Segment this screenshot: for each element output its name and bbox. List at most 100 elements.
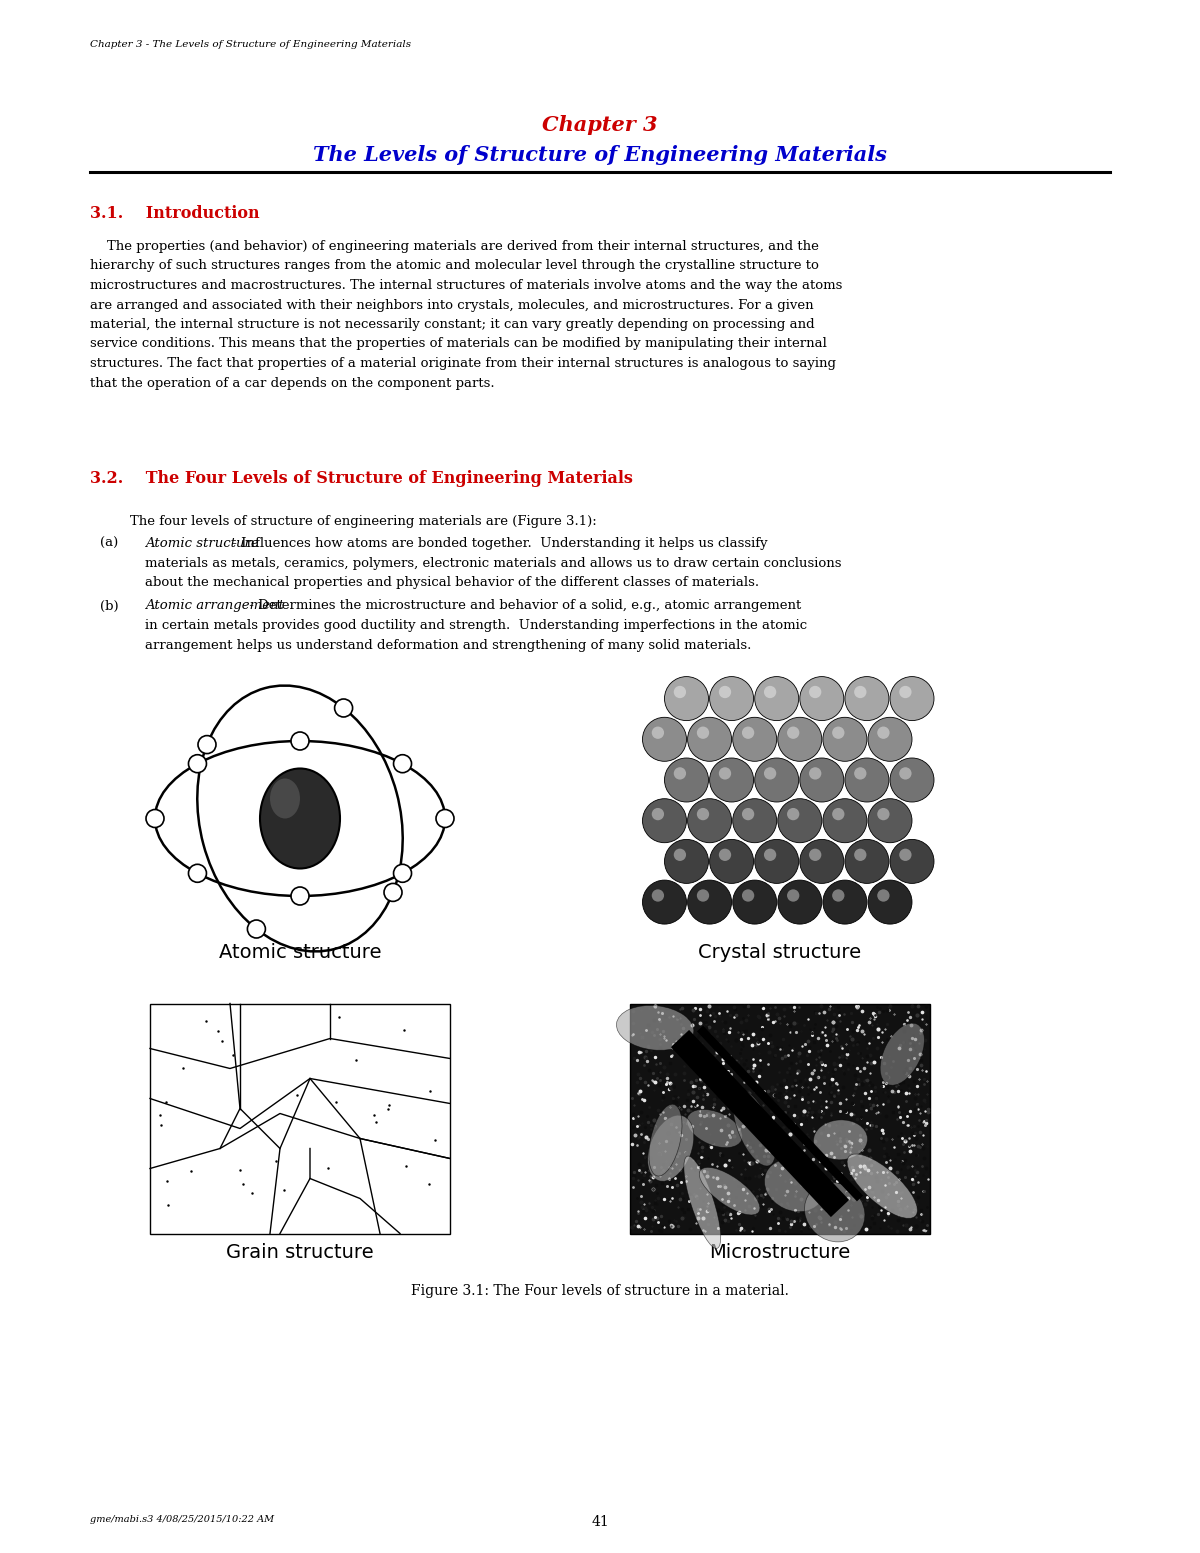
- Ellipse shape: [270, 778, 300, 818]
- Text: Chapter 3: Chapter 3: [542, 115, 658, 135]
- Text: - Influences how atoms are bonded together.  Understanding it helps us classify: - Influences how atoms are bonded togeth…: [228, 537, 768, 550]
- Text: about the mechanical properties and physical behavior of the different classes o: about the mechanical properties and phys…: [145, 576, 760, 589]
- Circle shape: [854, 767, 866, 780]
- Circle shape: [697, 890, 709, 902]
- Circle shape: [868, 881, 912, 924]
- Ellipse shape: [764, 1159, 824, 1211]
- Text: Chapter 3 - The Levels of Structure of Engineering Materials: Chapter 3 - The Levels of Structure of E…: [90, 40, 412, 50]
- Circle shape: [899, 686, 912, 699]
- Circle shape: [778, 798, 822, 843]
- Circle shape: [845, 758, 889, 801]
- Circle shape: [899, 767, 912, 780]
- Circle shape: [247, 919, 265, 938]
- Circle shape: [799, 677, 844, 721]
- Circle shape: [697, 727, 709, 739]
- Circle shape: [764, 767, 776, 780]
- Circle shape: [899, 848, 912, 860]
- Circle shape: [742, 808, 755, 820]
- Circle shape: [778, 717, 822, 761]
- Bar: [150, 1003, 450, 1233]
- Text: microstructures and macrostructures. The internal structures of materials involv: microstructures and macrostructures. The…: [90, 280, 842, 292]
- Text: (b): (b): [100, 599, 119, 612]
- Ellipse shape: [700, 1168, 760, 1214]
- Text: materials as metals, ceramics, polymers, electronic materials and allows us to d: materials as metals, ceramics, polymers,…: [145, 556, 841, 570]
- Circle shape: [673, 848, 686, 860]
- Text: service conditions. This means that the properties of materials can be modified : service conditions. This means that the …: [90, 337, 827, 351]
- Text: structures. The fact that properties of a material originate from their internal: structures. The fact that properties of …: [90, 357, 836, 370]
- Text: material, the internal structure is not necessarily constant; it can vary greatl: material, the internal structure is not …: [90, 318, 815, 331]
- Text: Crystal structure: Crystal structure: [698, 944, 862, 963]
- Text: in certain metals provides good ductility and strength.  Understanding imperfect: in certain metals provides good ductilit…: [145, 620, 808, 632]
- Circle shape: [642, 798, 686, 843]
- Text: 3.2.    The Four Levels of Structure of Engineering Materials: 3.2. The Four Levels of Structure of Eng…: [90, 471, 632, 488]
- Circle shape: [742, 890, 755, 902]
- Circle shape: [832, 808, 845, 820]
- Text: - Determines the microstructure and behavior of a solid, e.g., atomic arrangemen: - Determines the microstructure and beha…: [245, 599, 802, 612]
- Circle shape: [823, 881, 866, 924]
- Text: The four levels of structure of engineering materials are (Figure 3.1):: The four levels of structure of engineer…: [130, 516, 596, 528]
- Bar: [630, 1003, 930, 1233]
- Circle shape: [890, 677, 934, 721]
- Circle shape: [335, 699, 353, 717]
- Circle shape: [642, 717, 686, 761]
- Circle shape: [868, 798, 912, 843]
- Circle shape: [755, 840, 799, 884]
- Circle shape: [719, 686, 731, 699]
- Ellipse shape: [648, 1115, 694, 1182]
- Circle shape: [673, 767, 686, 780]
- Circle shape: [890, 758, 934, 801]
- Circle shape: [787, 808, 799, 820]
- Circle shape: [719, 767, 731, 780]
- Circle shape: [823, 717, 866, 761]
- Text: Atomic structure: Atomic structure: [218, 944, 382, 963]
- Circle shape: [709, 677, 754, 721]
- Circle shape: [292, 887, 310, 905]
- Circle shape: [733, 798, 776, 843]
- Text: Grain structure: Grain structure: [226, 1244, 374, 1263]
- Ellipse shape: [847, 1154, 917, 1219]
- Circle shape: [673, 686, 686, 699]
- Text: 3.1.    Introduction: 3.1. Introduction: [90, 205, 259, 222]
- Circle shape: [764, 848, 776, 860]
- Circle shape: [665, 677, 708, 721]
- Circle shape: [665, 758, 708, 801]
- Text: 41: 41: [592, 1516, 608, 1530]
- Circle shape: [764, 686, 776, 699]
- Circle shape: [823, 798, 866, 843]
- Circle shape: [652, 808, 664, 820]
- Circle shape: [755, 677, 799, 721]
- Circle shape: [845, 677, 889, 721]
- Text: arrangement helps us understand deformation and strengthening of many solid mate: arrangement helps us understand deformat…: [145, 638, 751, 652]
- Ellipse shape: [880, 1023, 924, 1086]
- Circle shape: [854, 848, 866, 860]
- Ellipse shape: [617, 1005, 694, 1050]
- Circle shape: [787, 727, 799, 739]
- Circle shape: [799, 840, 844, 884]
- Text: The Levels of Structure of Engineering Materials: The Levels of Structure of Engineering M…: [313, 144, 887, 165]
- Circle shape: [292, 731, 310, 750]
- Circle shape: [642, 881, 686, 924]
- Text: Figure 3.1: The Four levels of structure in a material.: Figure 3.1: The Four levels of structure…: [412, 1283, 788, 1297]
- Text: (a): (a): [100, 537, 119, 550]
- Circle shape: [394, 865, 412, 882]
- Text: gme/mabi.s3 4/08/25/2015/10:22 AM: gme/mabi.s3 4/08/25/2015/10:22 AM: [90, 1516, 274, 1523]
- Circle shape: [719, 848, 731, 860]
- Circle shape: [877, 727, 889, 739]
- Circle shape: [832, 727, 845, 739]
- Text: The properties (and behavior) of engineering materials are derived from their in: The properties (and behavior) of enginee…: [90, 241, 818, 253]
- Text: Atomic structure: Atomic structure: [145, 537, 259, 550]
- Circle shape: [188, 755, 206, 773]
- Ellipse shape: [686, 1109, 743, 1148]
- Circle shape: [146, 809, 164, 828]
- Circle shape: [877, 808, 889, 820]
- Text: hierarchy of such structures ranges from the atomic and molecular level through : hierarchy of such structures ranges from…: [90, 259, 818, 272]
- Circle shape: [652, 890, 664, 902]
- Ellipse shape: [804, 1182, 865, 1242]
- Circle shape: [688, 881, 732, 924]
- Circle shape: [198, 736, 216, 753]
- Circle shape: [394, 755, 412, 773]
- Circle shape: [697, 808, 709, 820]
- Text: that the operation of a car depends on the component parts.: that the operation of a car depends on t…: [90, 376, 494, 390]
- Circle shape: [778, 881, 822, 924]
- Circle shape: [688, 717, 732, 761]
